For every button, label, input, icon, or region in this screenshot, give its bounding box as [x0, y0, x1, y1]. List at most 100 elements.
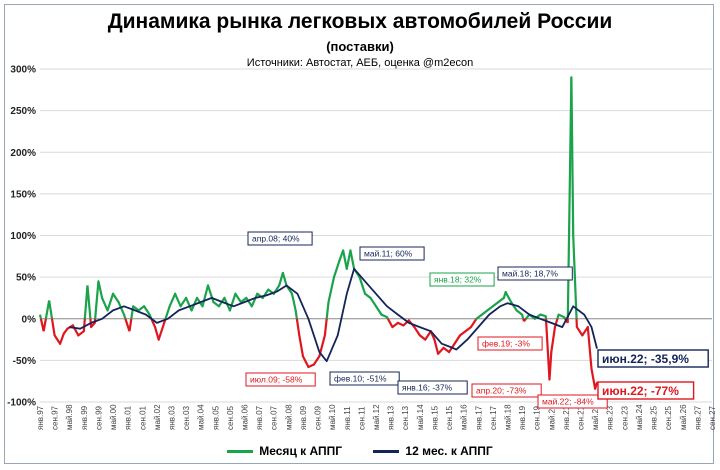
legend-item-monthly: Месяц к АППГ: [227, 444, 342, 458]
monthly-segment: [385, 316, 389, 320]
annotation-label: май.18; 18,7%: [502, 269, 558, 279]
monthly-segment: [100, 296, 109, 312]
monthly-segment: [97, 280, 104, 300]
monthly-segment: [374, 305, 383, 316]
x-tick-label: сен.09: [314, 405, 323, 430]
x-tick-label: май.22: [591, 404, 600, 430]
monthly-segment: [77, 330, 85, 337]
monthly-segment: [480, 309, 489, 316]
x-tick-label: сен.23: [620, 405, 629, 430]
annotation-box: [245, 372, 316, 387]
monthly-segment: [128, 318, 133, 332]
monthly-segment: [369, 296, 378, 308]
monthly-segment: [550, 325, 557, 354]
monthly-segment: [442, 346, 451, 354]
monthly-segment: [424, 330, 432, 341]
x-tick-label: май.14: [416, 404, 425, 430]
x-tick-label: май.10: [328, 404, 337, 430]
x-tick-label: янв.13: [387, 405, 396, 430]
monthly-segment: [179, 296, 188, 308]
y-tick-label: 250%: [10, 106, 36, 117]
monthly-segment: [332, 259, 341, 279]
x-tick-label: сен.05: [226, 405, 235, 430]
monthly-segment: [234, 292, 242, 304]
x-tick-label: май.04: [197, 404, 206, 430]
monthly-segment: [363, 292, 372, 300]
monthly-segment: [497, 296, 505, 304]
monthly-segment: [157, 321, 166, 341]
monthly-segment: [521, 314, 525, 320]
x-tick-label: янв.15: [430, 405, 439, 430]
monthly-segment: [278, 271, 284, 287]
monthly-segment: [206, 284, 215, 304]
monthly-segment: [281, 271, 288, 287]
y-tick-label: 150%: [10, 189, 36, 200]
y-tick-label: 200%: [10, 148, 36, 159]
annotation-label: май.11; 60%: [364, 249, 413, 259]
monthly-segment: [586, 325, 593, 370]
monthly-segment: [533, 313, 542, 320]
monthly-segment: [458, 330, 467, 337]
x-tick-label: янв.19: [518, 405, 527, 430]
monthly-segment: [137, 305, 146, 312]
x-tick-label: сен.97: [51, 405, 60, 430]
monthly-segment: [130, 306, 135, 319]
monthly-segment: [418, 334, 427, 341]
x-tick-label: янв.05: [211, 405, 220, 430]
monthly-segment: [475, 313, 484, 320]
x-tick-label: май.08: [284, 404, 293, 430]
annotation-box: [497, 266, 573, 281]
annotation-label: апр.08; 40%: [252, 234, 300, 244]
annotation-box: [329, 371, 400, 386]
monthly-segment: [111, 292, 120, 304]
x-tick-label: сен.01: [138, 405, 147, 430]
annotation-box: [397, 380, 468, 395]
x-tick-label: янв.25: [650, 405, 659, 430]
monthly-segment: [312, 355, 321, 366]
annotation-label: янв.18; 32%: [434, 275, 482, 285]
monthly-segment: [464, 325, 473, 333]
monthly-segment: [325, 301, 330, 319]
monthly-segment: [544, 318, 551, 380]
monthly-segment: [239, 296, 248, 304]
x-tick-label: сен.17: [489, 405, 498, 430]
y-tick-label: 50%: [16, 273, 36, 284]
chart-title: Динамика рынка легковых автомобилей Росс…: [107, 10, 613, 33]
x-tick-label: сен.11: [357, 406, 366, 430]
y-tick-label: 100%: [10, 231, 36, 242]
annotation-box: [597, 381, 695, 400]
monthly-segment: [380, 313, 389, 319]
x-tick-label: май.18: [503, 404, 512, 430]
annotation-box: [477, 336, 543, 351]
x-tick-label: янв.17: [474, 405, 483, 430]
annotation-label: янв.16; -37%: [402, 383, 453, 393]
monthly-segment: [486, 305, 494, 312]
monthly-segment: [510, 301, 518, 312]
x-tick-label: сен.07: [270, 405, 279, 430]
chart-legend: Месяц к АППГ 12 мес. к АППГ: [0, 444, 720, 458]
monthly-segment: [570, 76, 575, 237]
monthly-segment: [453, 334, 462, 345]
x-tick-label: май.16: [460, 404, 469, 430]
monthly-segment: [436, 346, 445, 355]
monthly-segment: [594, 381, 599, 390]
x-tick-label: янв.09: [299, 405, 308, 430]
x-tick-label: май.06: [241, 404, 250, 430]
x-tick-label: май.98: [65, 404, 74, 430]
x-tick-label: янв.07: [255, 405, 264, 430]
annotation-label: июн.22; -77%: [602, 384, 679, 398]
monthly-segment: [590, 367, 597, 390]
legend-swatch-annual: [373, 450, 400, 454]
monthly-segment: [433, 338, 440, 355]
monthly-segment: [470, 318, 478, 328]
x-tick-label: янв.23: [606, 405, 615, 430]
x-tick-label: янв.21: [562, 405, 571, 430]
x-tick-label: сен.03: [182, 405, 191, 430]
monthly-segment: [250, 292, 259, 308]
monthly-segment: [122, 314, 127, 320]
x-tick-label: сен.21: [577, 405, 586, 430]
x-tick-label: сен.19: [533, 405, 542, 430]
annotation-box: [359, 246, 425, 261]
y-tick-label: -50%: [13, 356, 36, 367]
